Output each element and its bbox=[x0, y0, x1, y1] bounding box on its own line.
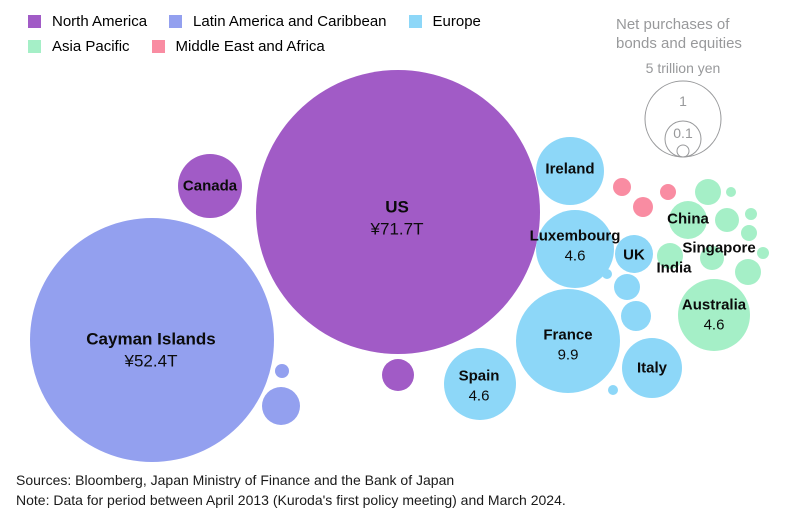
legend-swatch-middle-east-and-africa bbox=[151, 40, 165, 53]
bubble-latin-america-and-caribbean-5 bbox=[262, 387, 300, 425]
legend-item-middle-east-and-africa: Middle East and Africa bbox=[151, 38, 325, 55]
legend-swatch-asia-pacific bbox=[28, 40, 41, 53]
bubble-label-italy: Italy bbox=[636, 359, 668, 377]
bubble-label-australia: Australia 4.6 bbox=[681, 296, 747, 334]
bubble-us bbox=[256, 70, 540, 354]
legend-swatch-latin-america-and-caribbean bbox=[169, 15, 183, 28]
note-text: Note: Data for period between April 2013… bbox=[16, 491, 566, 508]
bubble-ireland bbox=[536, 137, 604, 205]
legend-row-2: Asia Pacific Middle East and Africa bbox=[28, 38, 481, 55]
size-legend-heading: Net purchases of bonds and equities bbox=[616, 15, 742, 53]
bubble-asia-pacific-27 bbox=[757, 247, 769, 259]
bubble-asia-pacific-28 bbox=[735, 259, 761, 285]
bubble-europe-14 bbox=[621, 301, 651, 331]
legend-row-1: North America Latin America and Caribbean… bbox=[28, 13, 481, 30]
bubble-label-china: China bbox=[667, 210, 709, 228]
bubble-europe-13 bbox=[614, 274, 640, 300]
bubble-china bbox=[669, 201, 707, 239]
legend-label: Latin America and Caribbean bbox=[193, 13, 387, 30]
size-legend-heading-line2: bonds and equities bbox=[616, 35, 742, 53]
svg-text:0.1: 0.1 bbox=[673, 125, 693, 141]
region-legend: North America Latin America and Caribbean… bbox=[28, 13, 481, 63]
bubble-label-canada: Canada bbox=[182, 177, 238, 195]
bubble-label-cayman-islands: Cayman Islands ¥52.4T bbox=[86, 329, 216, 370]
bubble-asia-pacific-23 bbox=[745, 208, 757, 220]
legend-item-europe: Europe bbox=[408, 13, 481, 30]
bubble-north-america-2 bbox=[382, 359, 414, 391]
legend-item-asia-pacific: Asia Pacific bbox=[28, 38, 130, 55]
bubble-france bbox=[516, 289, 620, 393]
bubble-middle-east-and-africa-18 bbox=[660, 184, 676, 200]
bubble-label-spain: Spain 4.6 bbox=[458, 367, 500, 405]
bubble-label-france: France 9.9 bbox=[543, 326, 593, 364]
bubble-luxembourg bbox=[536, 210, 614, 288]
bubble-label-ireland: Ireland bbox=[545, 160, 595, 178]
legend-item-north-america: North America bbox=[28, 13, 147, 30]
legend-label: Europe bbox=[432, 13, 481, 30]
size-legend-unit-label: 5 trillion yen bbox=[645, 60, 721, 76]
bubble-europe-12 bbox=[602, 269, 612, 279]
bubble-spain bbox=[444, 348, 516, 420]
bubble-label-singapore: Singapore bbox=[682, 239, 756, 257]
legend-swatch-europe bbox=[408, 15, 422, 28]
size-legend-heading-line1: Net purchases of bbox=[616, 16, 730, 33]
footer: Sources: Bloomberg, Japan Ministry of Fi… bbox=[16, 471, 566, 510]
bubble-label-us: US ¥71.7T bbox=[370, 197, 424, 238]
bubble-asia-pacific-21 bbox=[726, 187, 736, 197]
bubble-uk bbox=[615, 235, 653, 273]
bubble-asia-pacific-22 bbox=[715, 208, 739, 232]
bubble-middle-east-and-africa-17 bbox=[633, 197, 653, 217]
bubble-australia bbox=[678, 279, 750, 351]
bubble-label-uk: UK bbox=[623, 246, 645, 264]
legend-item-latin-america-and-caribbean: Latin America and Caribbean bbox=[169, 13, 387, 30]
sources-text: Sources: Bloomberg, Japan Ministry of Fi… bbox=[16, 472, 455, 488]
bubble-india bbox=[657, 243, 683, 269]
size-legend-rings: 10.1 bbox=[644, 80, 722, 158]
bubble-italy bbox=[622, 338, 682, 398]
bubble-latin-america-and-caribbean-4 bbox=[275, 364, 289, 378]
bubble-europe-15 bbox=[608, 385, 618, 395]
legend-swatch-north-america bbox=[28, 15, 41, 28]
legend-label: Middle East and Africa bbox=[175, 38, 325, 55]
svg-text:1: 1 bbox=[679, 93, 687, 109]
legend-label: North America bbox=[52, 13, 148, 30]
legend-label: Asia Pacific bbox=[52, 38, 130, 55]
bubble-label-luxembourg: Luxembourg 4.6 bbox=[529, 227, 621, 265]
bubble-asia-pacific-24 bbox=[741, 225, 757, 241]
bubble-canada bbox=[178, 154, 242, 218]
bubble-asia-pacific-20 bbox=[695, 179, 721, 205]
bubble-middle-east-and-africa-16 bbox=[613, 178, 631, 196]
bubble-label-india: India bbox=[656, 259, 692, 277]
bubble-cayman-islands bbox=[30, 218, 274, 462]
bubble-singapore bbox=[700, 246, 724, 270]
